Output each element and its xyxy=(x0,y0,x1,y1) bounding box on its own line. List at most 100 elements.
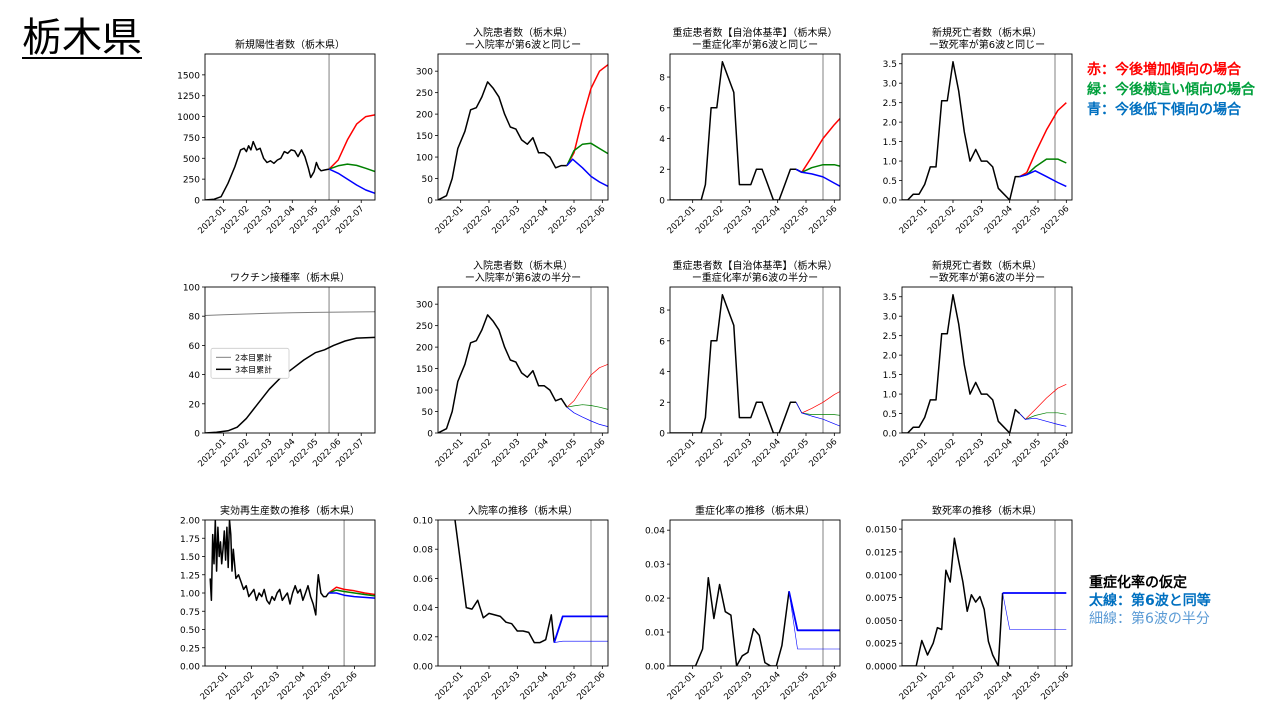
y-tick-label: 2.00 xyxy=(180,517,200,527)
plot-frame xyxy=(204,286,376,434)
series-line-black-1 xyxy=(902,294,1021,433)
chart-title: 入院患者数（栃木県） xyxy=(473,259,573,272)
y-tick-label: 2 xyxy=(659,166,665,176)
chart-title: 重症化率の推移（栃木県） xyxy=(695,504,815,517)
y-tick-label: 200 xyxy=(416,111,433,121)
y-tick-label: 300 xyxy=(416,68,433,78)
chart-title: ワクチン接種率（栃木県） xyxy=(230,271,350,284)
chart-title: ー重症化率が第6波の半分ー xyxy=(692,271,818,284)
x-tick-label: 2022-06 xyxy=(1039,437,1071,469)
y-tick-label: 0.75 xyxy=(180,608,200,618)
y-tick-label: 1000 xyxy=(177,113,200,123)
y-tick-label: 0.04 xyxy=(645,527,665,537)
y-tick-label: 0.25 xyxy=(180,644,200,654)
y-tick-label: 2.5 xyxy=(883,99,897,109)
x-tick-label: 2022-03 xyxy=(954,204,986,236)
series-line-blue-4 xyxy=(328,592,375,599)
chart-title: 重症患者数【自治体基準】（栃木県） xyxy=(673,259,838,272)
y-tick-label: 0.0050 xyxy=(866,617,898,627)
plot-frame xyxy=(669,53,841,201)
y-tick-label: 150 xyxy=(416,365,433,375)
series-line-green-3 xyxy=(328,163,375,173)
x-tick-label: 2022-04 xyxy=(519,204,551,236)
x-tick-label: 2022-06 xyxy=(807,437,839,469)
series-line-green-3 xyxy=(566,404,608,410)
x-tick-label: 2022-05 xyxy=(547,670,579,702)
series-line-red-2 xyxy=(328,114,375,170)
y-tick-label: 100 xyxy=(416,387,433,397)
x-tick-label: 2022-01 xyxy=(666,437,698,469)
x-tick-label: 2022-02 xyxy=(694,204,726,236)
plot-frame xyxy=(204,53,376,201)
assumption-note: 重症化率の仮定 太線：第6波と同等 細線：第6波の半分 xyxy=(1089,574,1211,628)
y-tick-label: 0.0075 xyxy=(866,594,898,604)
series-line-blue-4 xyxy=(328,168,375,195)
y-tick-label: 0.50 xyxy=(180,626,200,636)
series-line-blue-4 xyxy=(1019,170,1067,188)
series-line-blue-3 xyxy=(788,591,840,650)
y-tick-label: 1.75 xyxy=(180,535,200,545)
series-line-red-2 xyxy=(328,586,375,596)
y-tick-label: 0.02 xyxy=(413,633,433,643)
y-tick-label: 250 xyxy=(416,322,433,332)
y-tick-label: 1.0 xyxy=(883,391,898,401)
y-tick-label: 0.04 xyxy=(413,604,433,614)
series-line-green-3 xyxy=(795,163,840,174)
y-tick-label: 4 xyxy=(659,135,665,145)
legend-label: 3本目累計 xyxy=(235,364,272,374)
chart-panel-1: 新規陽性者数（栃木県）02505007501000125015002022-01… xyxy=(177,38,376,236)
y-tick-label: 0.06 xyxy=(413,575,433,585)
assumption-title: 重症化率の仮定 xyxy=(1089,575,1187,591)
y-tick-label: 0.00 xyxy=(645,663,665,673)
y-tick-label: 0.10 xyxy=(413,517,433,527)
y-tick-label: 8 xyxy=(659,307,665,317)
series-line-black-1 xyxy=(205,140,330,200)
series-line-black-1 xyxy=(438,81,567,200)
series-line-blue-2 xyxy=(553,615,608,643)
y-tick-label: 0 xyxy=(659,197,665,207)
y-tick-label: 6 xyxy=(659,337,665,347)
page-title: 栃木県 xyxy=(22,15,142,61)
chart-title: 重症患者数【自治体基準】（栃木県） xyxy=(673,26,838,39)
x-tick-label: 2022-05 xyxy=(1011,437,1043,469)
y-tick-label: 500 xyxy=(183,155,200,165)
series-line-blue-4 xyxy=(566,158,608,187)
chart-panel-11: 重症化率の推移（栃木県）0.000.010.020.030.042022-012… xyxy=(645,504,841,702)
x-tick-label: 2022-04 xyxy=(983,670,1015,702)
y-tick-label: 0.03 xyxy=(645,561,665,571)
y-tick-label: 1.50 xyxy=(180,553,200,563)
x-tick-label: 2022-05 xyxy=(1011,670,1043,702)
x-tick-label: 2022-01 xyxy=(666,204,698,236)
y-tick-label: 100 xyxy=(416,154,433,164)
y-tick-label: 1250 xyxy=(177,92,200,102)
x-tick-label: 2022-04 xyxy=(751,670,783,702)
plot-frame xyxy=(901,286,1073,434)
y-tick-label: 0.01 xyxy=(645,629,665,639)
x-tick-label: 2022-04 xyxy=(751,204,783,236)
series-line-blue-4 xyxy=(566,406,608,427)
x-tick-label: 2022-02 xyxy=(926,670,958,702)
y-tick-label: 80 xyxy=(189,313,201,323)
y-tick-label: 0.0 xyxy=(883,197,898,207)
x-tick-label: 2022-03 xyxy=(722,204,754,236)
y-tick-label: 2.0 xyxy=(883,119,898,129)
plot-frame xyxy=(204,519,376,667)
chart-title: 新規陽性者数（栃木県） xyxy=(235,38,345,51)
scenario-legend: 赤：今後増加傾向の場合 緑：今後横這い傾向の場合 青：今後低下傾向の場合 xyxy=(1087,60,1255,120)
x-tick-label: 2022-03 xyxy=(954,437,986,469)
y-tick-label: 8 xyxy=(659,74,665,84)
x-tick-label: 2022-05 xyxy=(779,670,811,702)
x-tick-label: 2022-05 xyxy=(1011,204,1043,236)
x-tick-label: 2022-06 xyxy=(1039,204,1071,236)
plot-frame xyxy=(437,53,609,201)
series-line-black-1 xyxy=(209,520,330,616)
series-line-black-1 xyxy=(902,61,1020,200)
series-line-blue-3 xyxy=(1002,592,1067,630)
y-tick-label: 0.0 xyxy=(883,430,898,440)
legend-label: 2本目累計 xyxy=(235,352,272,362)
y-tick-label: 0 xyxy=(194,197,200,207)
y-tick-label: 50 xyxy=(422,408,434,418)
y-tick-label: 250 xyxy=(183,176,200,186)
x-tick-label: 2022-06 xyxy=(575,204,607,236)
